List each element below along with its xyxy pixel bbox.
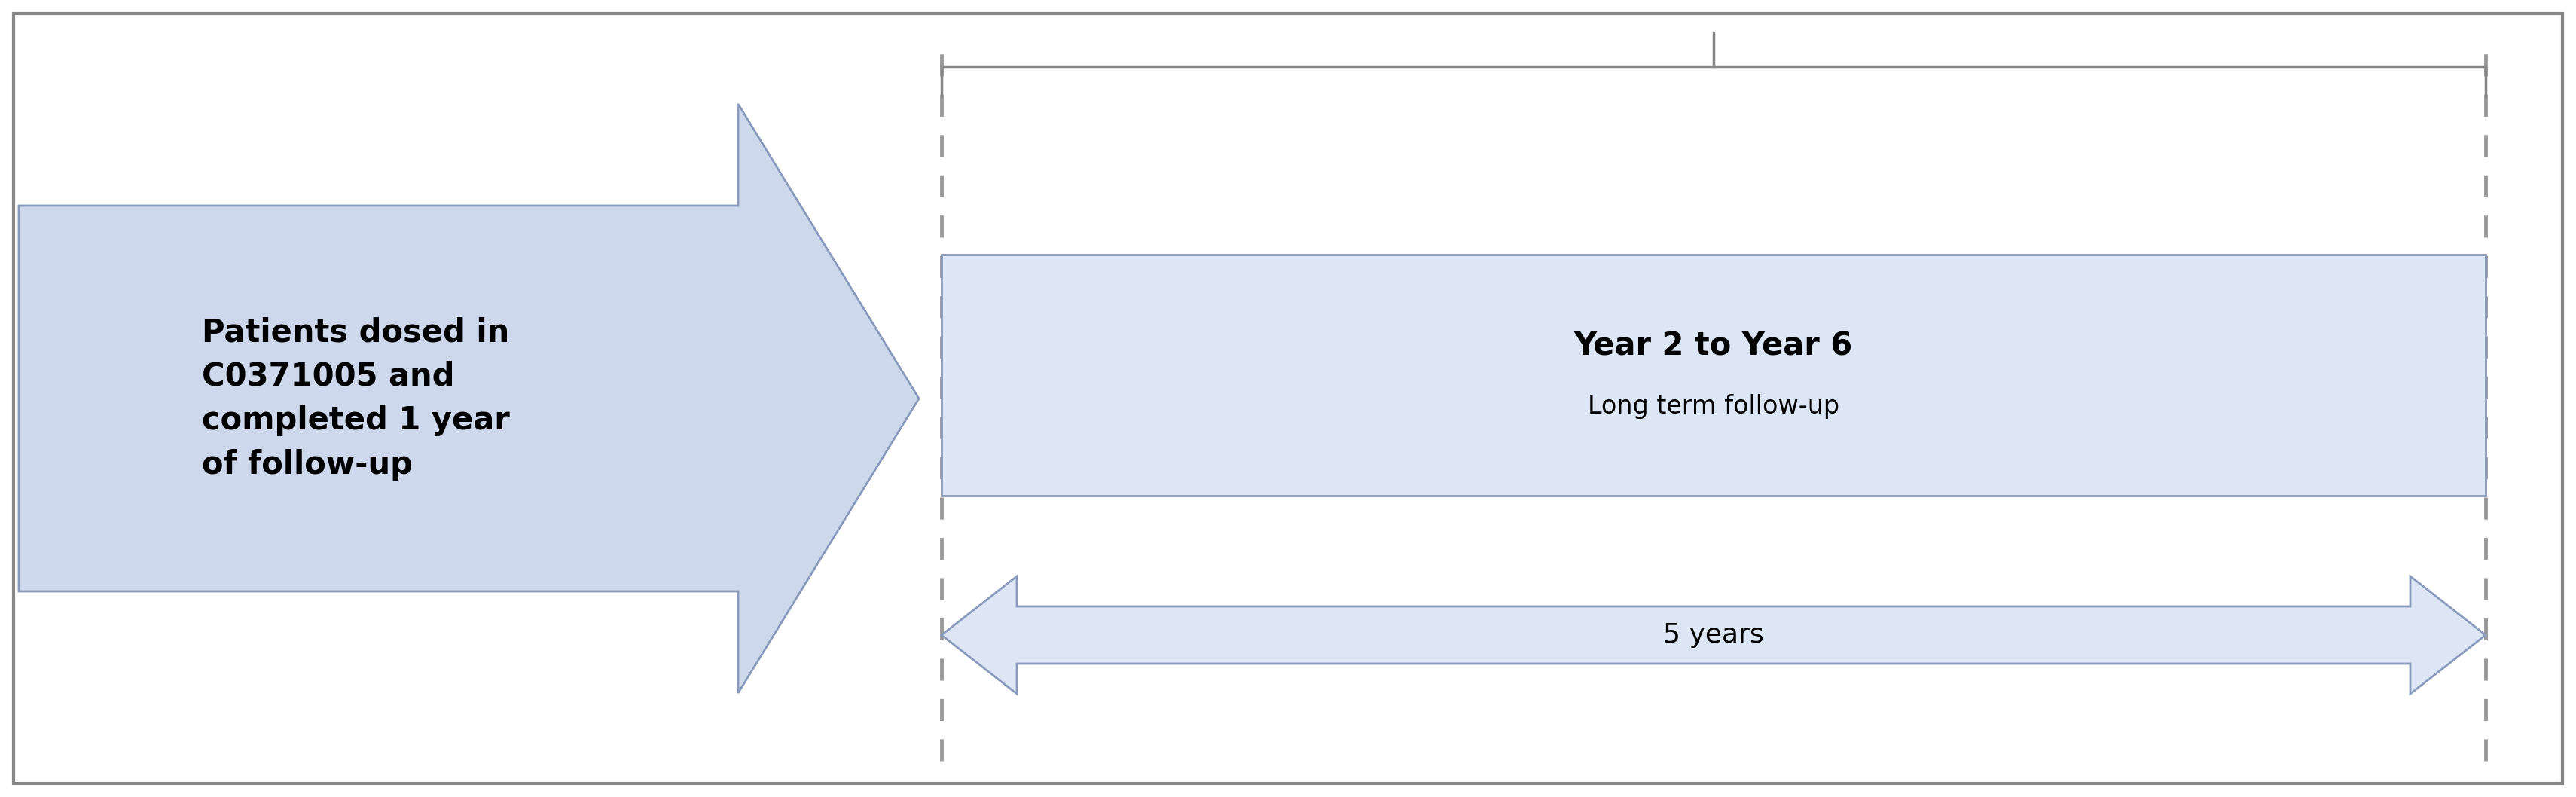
Text: 5 years: 5 years bbox=[1664, 622, 1765, 648]
Text: Long term follow-up: Long term follow-up bbox=[1587, 395, 1839, 419]
Text: Year 2 to Year 6: Year 2 to Year 6 bbox=[1574, 331, 1852, 363]
Polygon shape bbox=[18, 104, 920, 693]
Bar bbox=[940, 254, 2486, 496]
Text: Patients dosed in
C0371005 and
completed 1 year
of follow-up: Patients dosed in C0371005 and completed… bbox=[201, 316, 510, 481]
Polygon shape bbox=[940, 576, 2486, 694]
